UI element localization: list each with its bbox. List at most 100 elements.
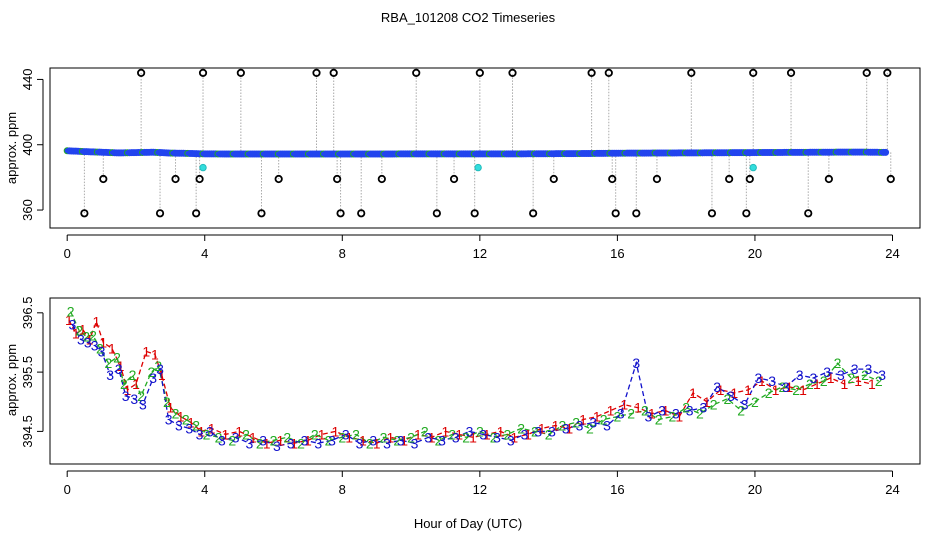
series-1-mark: 1	[276, 432, 284, 448]
series-3-mark: 3	[84, 334, 92, 350]
top-outlier-point	[886, 174, 895, 184]
series-3-mark: 3	[149, 370, 157, 386]
series-2-mark: 2	[779, 379, 787, 395]
series-2-mark: 2	[476, 423, 484, 439]
top-outlier-point	[274, 174, 283, 184]
series-3-mark: 3	[865, 361, 873, 377]
series-3-mark: 3	[768, 373, 776, 389]
series-3-mark: 3	[356, 435, 364, 451]
series-2-mark: 2	[517, 420, 525, 436]
series-2-mark: 2	[311, 426, 319, 442]
series-3-mark: 3	[479, 426, 487, 442]
series-1-mark: 1	[187, 415, 195, 431]
top-outlier-point	[707, 209, 717, 218]
series-2-mark: 2	[163, 394, 171, 410]
top-outlier-point	[312, 68, 321, 77]
series-1-mark: 1	[235, 423, 243, 439]
bottom-x-tick-label: 20	[748, 482, 762, 497]
series-1-mark: 1	[634, 400, 642, 416]
series-2-mark: 2	[421, 423, 429, 439]
top-x-tick-label: 0	[64, 246, 71, 261]
top-outlier-point	[357, 209, 366, 218]
series-3-mark: 3	[796, 367, 804, 383]
series-1-mark: 1	[93, 314, 101, 330]
top-outlier-point	[725, 174, 734, 184]
top-cyan-point	[749, 163, 757, 172]
series-1-mark: 1	[648, 406, 656, 422]
series-1-mark: 1	[117, 358, 125, 374]
series-1-mark: 1	[166, 400, 174, 416]
series-2-mark: 2	[148, 364, 156, 380]
series-3-mark: 3	[77, 332, 85, 348]
series-3-mark: 3	[218, 432, 226, 448]
series-2-mark: 2	[228, 432, 236, 448]
series-3-mark: 3	[287, 435, 295, 451]
series-1-mark: 1	[158, 367, 166, 383]
chart-title: RBA_101208 CO2 Timeseries	[381, 10, 556, 25]
series-2-mark: 2	[297, 435, 305, 451]
bottom-x-tick-label: 4	[201, 482, 208, 497]
series-2-mark: 2	[669, 409, 677, 425]
series-2-mark: 2	[448, 426, 456, 442]
series-2-mark: 2	[806, 376, 814, 392]
series-2-mark: 2	[182, 412, 190, 428]
series-3-mark: 3	[301, 432, 309, 448]
series-3-mark: 3	[98, 343, 106, 359]
top-outlier-point	[652, 174, 662, 184]
bottom-plot-frame	[49, 297, 921, 465]
top-outlier-point	[99, 174, 108, 184]
series-3-mark: 3	[589, 415, 597, 431]
top-outlier-point	[449, 174, 459, 184]
series-3-line	[71, 324, 883, 447]
top-outlier-point	[883, 68, 892, 77]
top-droplines	[83, 72, 892, 214]
top-y-tick-label: 400	[20, 134, 35, 156]
series-2-mark: 2	[380, 429, 388, 445]
series-3-mark: 3	[823, 364, 831, 380]
top-outlier-point	[377, 174, 386, 184]
series-3-mark: 3	[727, 388, 735, 404]
top-outlier-point	[604, 68, 613, 77]
top-outlier-point	[192, 209, 201, 218]
top-y-axis: 360 400 440	[20, 69, 44, 221]
series-3-mark: 3	[617, 406, 625, 422]
series-1-mark: 1	[197, 423, 205, 439]
series-1-mark: 1	[579, 412, 587, 428]
series-1-mark: 1	[249, 429, 257, 445]
top-outlier-point	[742, 209, 751, 218]
top-y-tick-label: 360	[20, 199, 35, 221]
series-1-mark: 1	[304, 432, 312, 448]
series-1-mark: 1	[730, 385, 738, 401]
series-1-mark: 1	[689, 385, 697, 401]
series-2-mark: 2	[325, 432, 333, 448]
series-3-mark: 3	[644, 409, 652, 425]
series-1-mark: 1	[510, 429, 518, 445]
top-outlier-point	[475, 68, 484, 77]
series-3-mark: 3	[115, 361, 123, 377]
series-2-mark: 2	[154, 358, 162, 374]
series-2-mark: 2	[655, 412, 663, 428]
series-2-mark: 2	[338, 429, 346, 445]
bottom-y-tick-label: 395.5	[20, 356, 35, 389]
series-2-mark: 2	[820, 373, 828, 389]
series-3-mark: 3	[438, 432, 446, 448]
series-2-mark: 2	[89, 327, 97, 343]
series-3-mark: 3	[548, 423, 556, 439]
top-outlier-point	[336, 209, 345, 218]
top-x-tick-label: 12	[473, 246, 487, 261]
series-2-mark: 2	[256, 435, 264, 451]
top-outlier-point	[862, 68, 871, 77]
series-1-mark: 1	[785, 379, 793, 395]
series-3-mark: 3	[397, 432, 405, 448]
top-outlier-point	[508, 68, 517, 77]
series-3-mark: 3	[493, 429, 501, 445]
series-3-mark: 3	[185, 420, 193, 436]
top-outlier-point	[257, 209, 266, 218]
top-outlier-point	[333, 174, 342, 184]
series-3-mark: 3	[342, 426, 350, 442]
series-1-mark: 1	[123, 382, 131, 398]
series-3-mark: 3	[521, 426, 529, 442]
top-outlier-point	[786, 68, 796, 77]
series-1-mark: 1	[86, 332, 94, 348]
